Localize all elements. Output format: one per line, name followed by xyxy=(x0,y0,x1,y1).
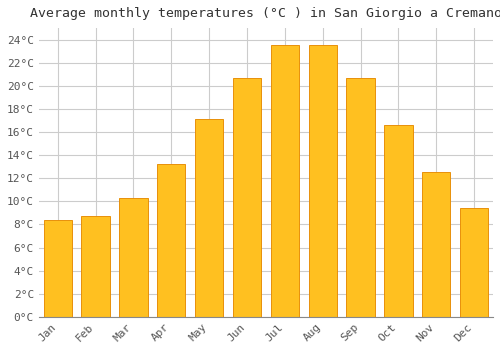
Bar xyxy=(346,78,375,317)
Bar xyxy=(384,125,412,317)
Bar xyxy=(308,46,337,317)
Bar xyxy=(44,220,72,317)
Bar xyxy=(460,208,488,317)
Bar xyxy=(270,46,299,317)
Bar xyxy=(119,198,148,317)
Bar xyxy=(422,173,450,317)
Title: Average monthly temperatures (°C ) in San Giorgio a Cremano: Average monthly temperatures (°C ) in Sa… xyxy=(30,7,500,20)
Bar xyxy=(157,164,186,317)
Bar xyxy=(82,216,110,317)
Bar xyxy=(233,78,261,317)
Bar xyxy=(195,119,224,317)
